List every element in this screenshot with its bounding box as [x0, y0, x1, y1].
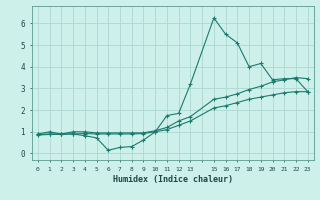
X-axis label: Humidex (Indice chaleur): Humidex (Indice chaleur)	[113, 175, 233, 184]
